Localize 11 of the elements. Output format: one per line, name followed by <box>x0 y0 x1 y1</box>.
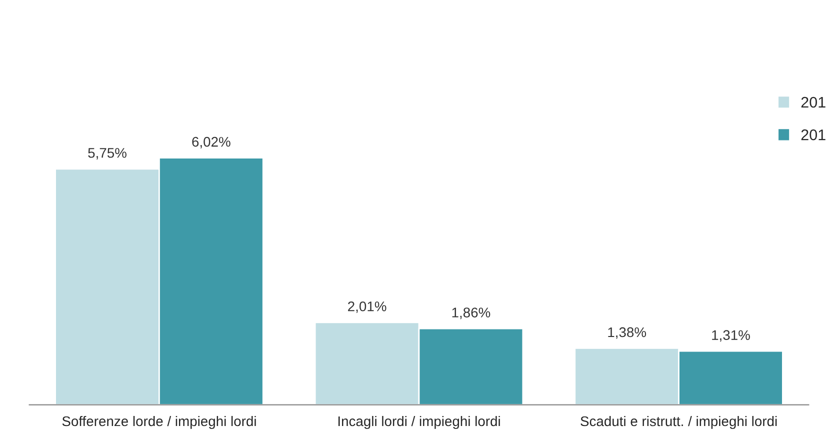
data-label: 1,38% <box>608 327 646 339</box>
legend-label: 201 <box>801 129 826 140</box>
data-label: 6,02% <box>192 136 230 148</box>
x-tick-label: Scaduti e ristrutt. / impieghi lordi <box>580 416 777 429</box>
data-label: 2,01% <box>348 301 386 313</box>
data-label: 1,86% <box>452 308 490 320</box>
x-tick-label: Sofferenze lorde / impieghi lordi <box>62 416 256 429</box>
data-label: 1,31% <box>712 330 750 342</box>
legend-label: 201 <box>801 96 826 108</box>
x-tick-label: Incagli lordi / impieghi lordi <box>338 416 500 429</box>
data-label: 5,75% <box>88 148 126 160</box>
